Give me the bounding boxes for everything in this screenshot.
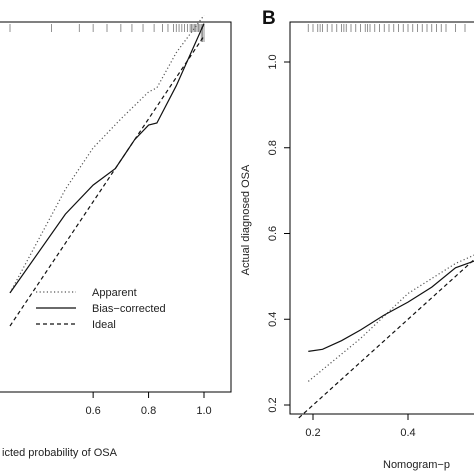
- panel-a: 0.6 0.8 1.0 icted probability of OSA Appar…: [0, 14, 232, 459]
- panel-b-letter: B: [262, 8, 276, 29]
- legend-bias-corrected-label: Bias−corrected: [92, 303, 166, 315]
- panel-b-x-axis-title: Nomogram−p: [383, 459, 450, 471]
- legend-ideal-label: Ideal: [92, 319, 116, 331]
- panel-a-series-apparent: [9, 14, 205, 294]
- y-tick-label: 0.4: [267, 312, 279, 327]
- y-tick-label: 0.6: [267, 226, 279, 241]
- panel-a-x-axis-title: icted probability of OSA: [2, 447, 118, 459]
- panel-a-series: [9, 14, 205, 327]
- x-tick-label: 0.6: [85, 405, 100, 417]
- panel-b-rug: [307, 24, 466, 32]
- panel-b-series-ideal: [298, 258, 474, 419]
- legend-apparent-label: Apparent: [92, 287, 137, 299]
- panel-b-y-axis-title: Actual diagnosed OSA: [240, 164, 252, 275]
- x-tick-label: 0.8: [141, 405, 156, 417]
- panel-b-series-apparent: [307, 254, 474, 382]
- panel-b-y-ticks: 0.2 0.4 0.6 0.8 1.0: [267, 54, 290, 413]
- x-tick-label: 1.0: [196, 405, 211, 417]
- panel-a-rug: [9, 24, 205, 42]
- panel-a-plot-frame: [0, 21, 232, 393]
- panel-a-series-ideal: [9, 35, 205, 327]
- panel-b-x-ticks: 0.2 0.4: [305, 414, 416, 439]
- panel-b-series: [298, 254, 474, 419]
- panel-a-x-ticks: 0.6 0.8 1.0: [85, 392, 212, 417]
- panel-a-legend: Apparent Bias−corrected Ideal: [36, 287, 166, 331]
- y-tick-label: 0.8: [267, 140, 279, 155]
- x-tick-label: 0.4: [400, 427, 415, 439]
- panel-b: B 0.2 0.4 0.6 0.8 1.0 0.2 0.4 Actual diagnose…: [240, 8, 474, 471]
- panel-b-plot-frame: [289, 21, 474, 415]
- x-tick-label: 0.2: [305, 427, 320, 439]
- panel-b-series-bias-corrected: [308, 260, 474, 352]
- y-tick-label: 1.0: [267, 54, 279, 69]
- panel-a-series-bias-corrected: [9, 23, 205, 294]
- y-tick-label: 0.2: [267, 397, 279, 412]
